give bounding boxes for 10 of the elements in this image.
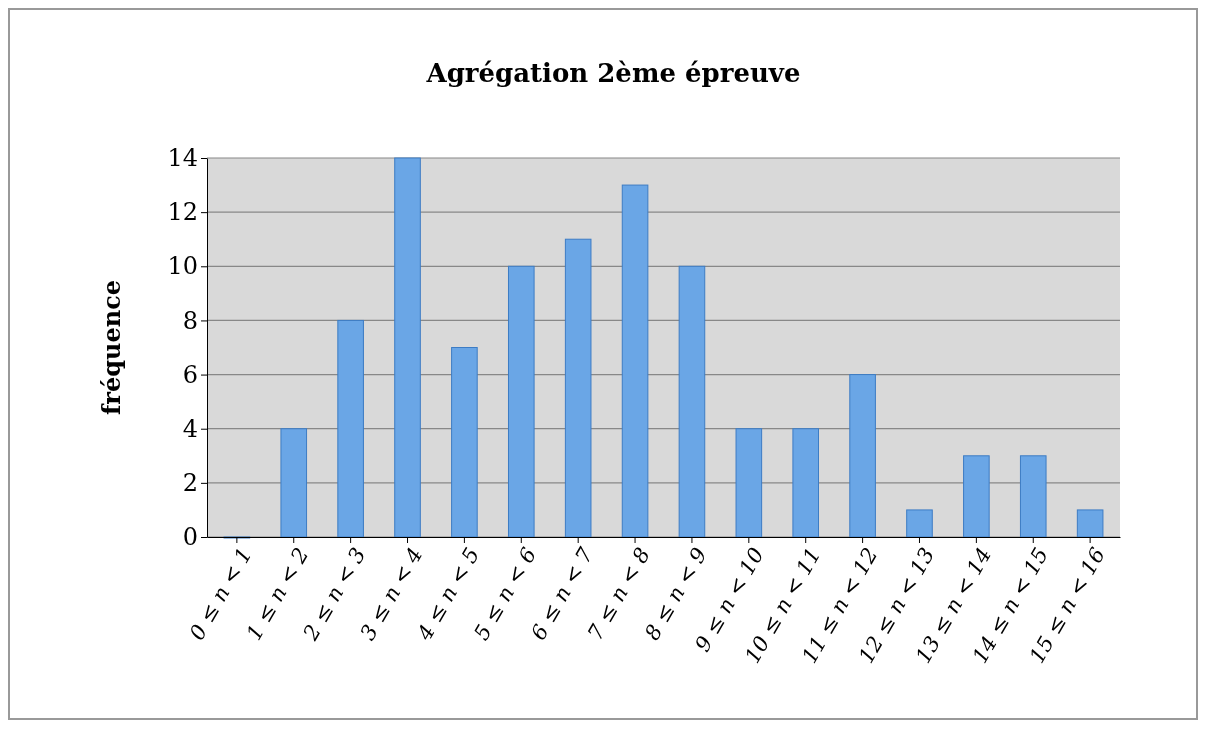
y-tick-label: 10 — [167, 252, 198, 281]
y-tick-label: 4 — [182, 414, 198, 443]
y-axis-title: fréquence — [97, 279, 126, 416]
y-tick-label: 14 — [167, 144, 198, 173]
chart-title: Agrégation 2ème épreuve — [425, 58, 801, 88]
y-tick-label: 12 — [167, 198, 198, 227]
y-tick-label: 6 — [182, 360, 198, 389]
y-tick-label: 0 — [182, 523, 198, 552]
y-tick-label: 8 — [182, 306, 198, 335]
y-tick-label: 2 — [182, 469, 198, 498]
